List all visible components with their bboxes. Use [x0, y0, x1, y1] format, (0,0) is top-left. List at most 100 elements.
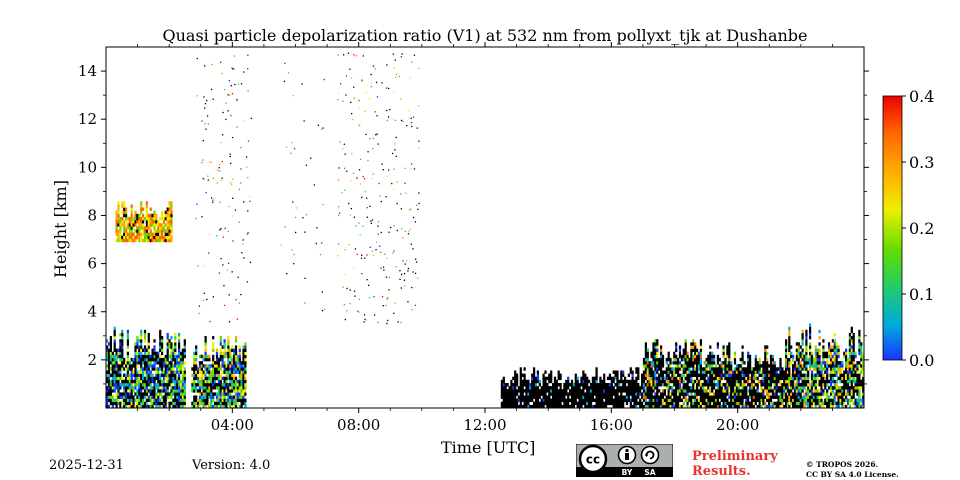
- heatmap-cell: [809, 386, 812, 390]
- heatmap-cell: [123, 238, 126, 243]
- heatmap-cell: [833, 398, 836, 402]
- heatmap-cell: [646, 395, 649, 399]
- noise-pixel: [222, 236, 225, 238]
- heatmap-cell: [833, 364, 836, 368]
- heatmap-cell: [828, 348, 831, 352]
- heatmap-cell: [610, 383, 613, 387]
- heatmap-cell: [669, 370, 672, 374]
- heatmap-cell: [113, 398, 116, 402]
- heatmap-cell: [238, 395, 241, 399]
- heatmap-cell: [510, 395, 513, 399]
- heatmap-cell: [684, 339, 687, 343]
- heatmap-cell: [745, 376, 748, 381]
- heatmap-cell: [161, 373, 164, 377]
- noise-pixel: [418, 140, 420, 142]
- heatmap-cell: [605, 401, 608, 406]
- heatmap-cell: [660, 373, 663, 377]
- heatmap-cell: [234, 379, 238, 384]
- heatmap-cell: [134, 210, 137, 215]
- heatmap-cell: [206, 383, 209, 387]
- heatmap-cell: [197, 370, 200, 374]
- region-night-layer: [788, 323, 864, 408]
- heatmap-cell: [758, 370, 761, 374]
- heatmap-cell: [157, 351, 160, 356]
- heatmap-cell: [126, 379, 129, 384]
- heatmap-cell: [161, 345, 164, 349]
- heatmap-cell: [151, 220, 154, 224]
- heatmap-cell: [215, 361, 219, 365]
- heatmap-cell: [606, 392, 610, 396]
- heatmap-cell: [210, 370, 213, 374]
- heatmap-cell: [106, 354, 109, 359]
- heatmap-cell: [743, 404, 746, 408]
- heatmap-cell: [572, 395, 575, 399]
- heatmap-cell: [212, 336, 215, 340]
- heatmap-cell: [157, 361, 160, 365]
- heatmap-cell: [214, 373, 217, 377]
- heatmap-cell: [574, 389, 577, 393]
- heatmap-cell: [236, 383, 239, 387]
- heatmap-cell: [179, 392, 183, 396]
- heatmap-cell: [115, 395, 118, 399]
- heatmap-cell: [822, 345, 825, 349]
- noise-pixel: [231, 93, 234, 95]
- heatmap-cell: [578, 398, 581, 402]
- heatmap-cell: [671, 370, 674, 374]
- heatmap-cell: [783, 395, 786, 399]
- heatmap-cell: [242, 354, 245, 359]
- heatmap-cell: [136, 226, 139, 230]
- heatmap-cell: [242, 395, 245, 399]
- noise-pixel: [353, 97, 355, 99]
- noise-pixel: [208, 161, 210, 163]
- heatmap-cell: [661, 379, 665, 384]
- noise-pixel: [238, 221, 240, 223]
- heatmap-cell: [109, 395, 112, 399]
- heatmap-cell: [134, 370, 137, 374]
- heatmap-cell: [648, 379, 651, 384]
- heatmap-cell: [608, 398, 611, 402]
- heatmap-cell: [673, 370, 676, 374]
- heatmap-cell: [197, 367, 200, 371]
- heatmap-cell: [783, 386, 786, 390]
- heatmap-cell: [143, 238, 147, 243]
- heatmap-cell: [147, 342, 150, 346]
- heatmap-cell: [810, 392, 814, 396]
- heatmap-cell: [779, 376, 782, 381]
- heatmap-cell: [231, 370, 234, 374]
- heatmap-cell: [599, 376, 602, 381]
- heatmap-cell: [747, 364, 750, 368]
- heatmap-cell: [799, 345, 802, 349]
- heatmap-cell: [616, 386, 619, 390]
- heatmap-cell: [799, 398, 802, 402]
- heatmap-cell: [200, 398, 203, 402]
- heatmap-cell: [136, 370, 139, 374]
- heatmap-cell: [716, 389, 719, 393]
- heatmap-cell: [752, 392, 755, 396]
- heatmap-cell: [792, 404, 795, 408]
- heatmap-cell: [155, 383, 158, 387]
- heatmap-cell: [768, 379, 771, 384]
- heatmap-cell: [707, 392, 710, 396]
- heatmap-cell: [176, 383, 179, 387]
- heatmap-cell: [198, 389, 202, 393]
- noise-pixel: [232, 240, 234, 242]
- heatmap-cell: [183, 373, 186, 377]
- heatmap-cell: [525, 401, 528, 406]
- heatmap-cell: [665, 370, 668, 374]
- heatmap-cell: [696, 404, 699, 408]
- heatmap-cell: [159, 379, 162, 384]
- heatmap-cell: [236, 395, 239, 399]
- heatmap-cell: [140, 367, 143, 371]
- heatmap-cell: [227, 376, 230, 381]
- noise-pixel: [343, 143, 345, 145]
- heatmap-cell: [149, 232, 152, 236]
- heatmap-cell: [656, 386, 659, 390]
- heatmap-cell: [128, 395, 131, 399]
- heatmap-cell: [119, 370, 122, 374]
- heatmap-cell: [138, 238, 141, 243]
- heatmap-cell: [829, 392, 833, 396]
- heatmap-cell: [790, 395, 793, 399]
- heatmap-cell: [179, 364, 183, 368]
- heatmap-cell: [234, 401, 238, 406]
